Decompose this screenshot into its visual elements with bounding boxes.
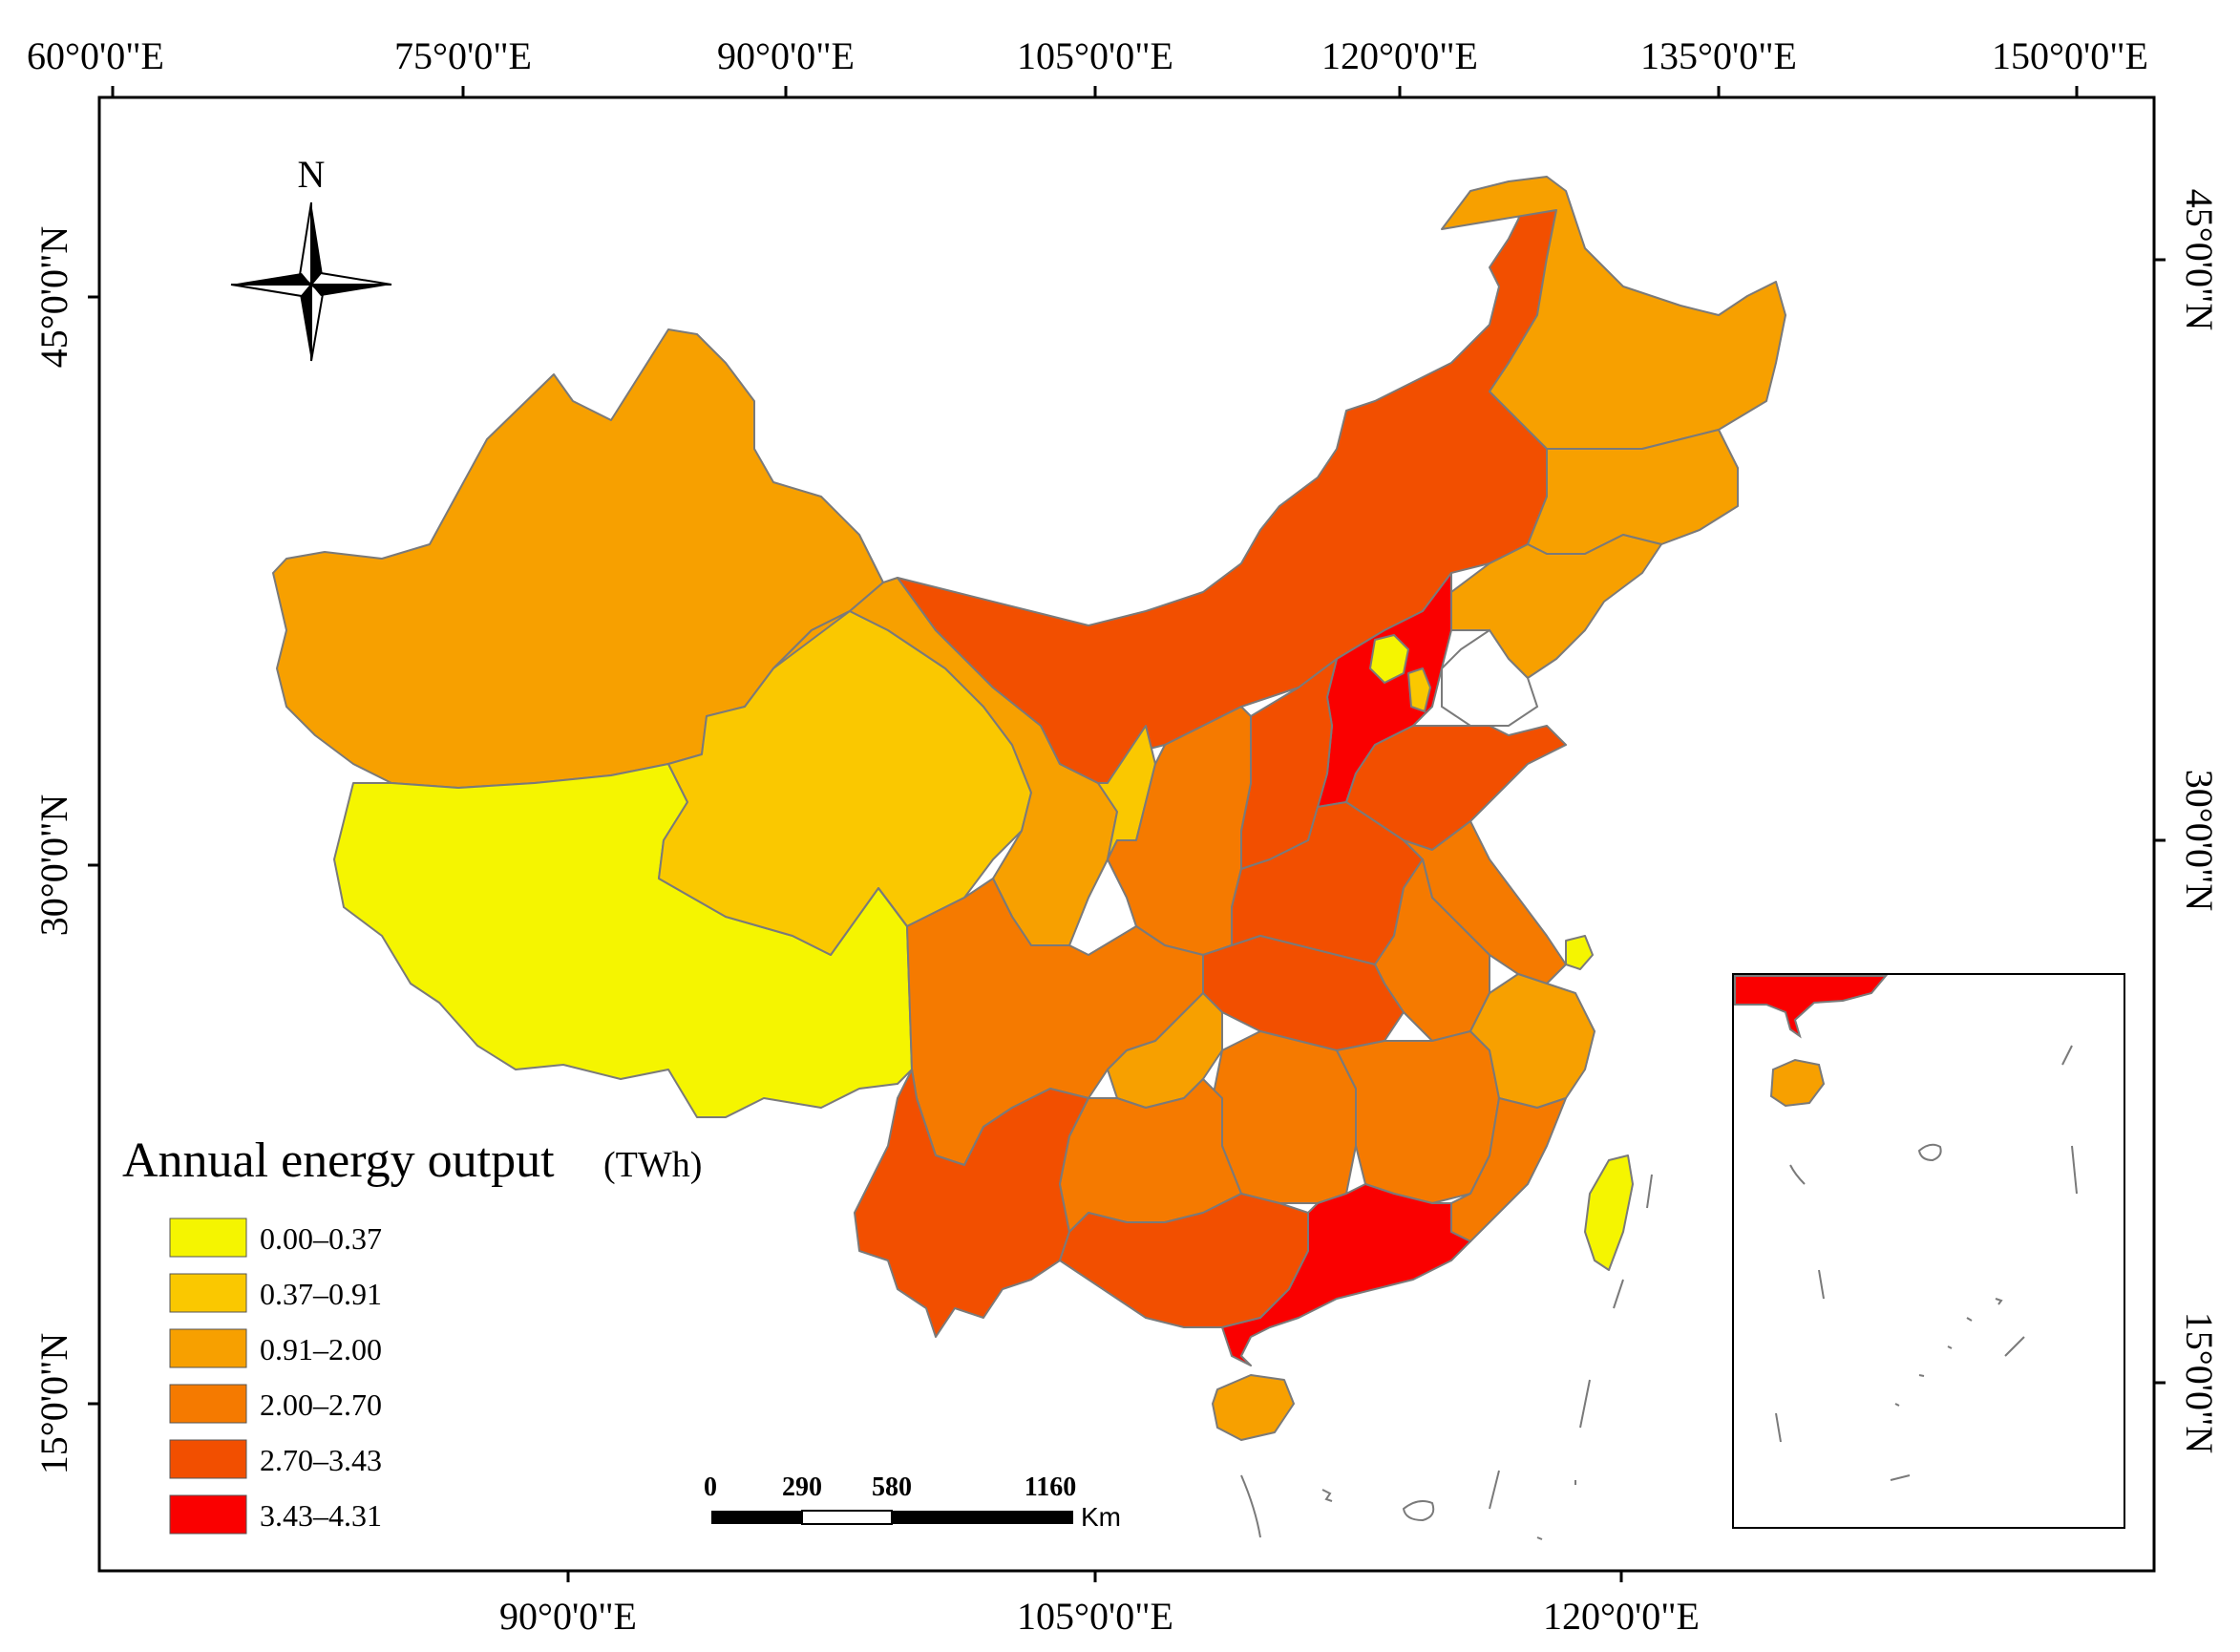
north-label: N (298, 153, 326, 196)
provinces (272, 176, 1786, 1441)
bohai-sea (1441, 628, 1539, 727)
top-tick-label: 135°0'0"E (1640, 34, 1797, 77)
legend-label: 0.00–0.37 (260, 1221, 382, 1256)
scale-label: 1160 (1025, 1472, 1076, 1502)
scale-label: 0 (704, 1472, 717, 1502)
left-tick-label: 30°0'0"N (32, 794, 75, 936)
legend-title: Annual energy output (122, 1133, 555, 1188)
legend-label: 0.37–0.91 (260, 1277, 382, 1311)
top-tick-label: 120°0'0"E (1321, 34, 1478, 77)
legend-swatch (169, 1384, 247, 1424)
bottom-tick-labels: 90°0'0"E 105°0'0"E 120°0'0"E (499, 1595, 1700, 1638)
legend-label: 2.70–3.43 (260, 1443, 382, 1477)
province-region (854, 1069, 1089, 1338)
scale-label: 580 (872, 1472, 912, 1502)
legend-unit: (TWh) (603, 1145, 702, 1185)
left-tick-label: 45°0'0"N (32, 226, 75, 368)
legend-swatch (169, 1328, 247, 1368)
top-tick-label: 75°0'0"E (394, 34, 532, 77)
province-region (1369, 634, 1409, 684)
bottom-tick-label: 120°0'0"E (1543, 1595, 1700, 1638)
top-tick-label: 60°0'0"E (27, 34, 164, 77)
top-tick-label: 150°0'0"E (1992, 34, 2148, 77)
province-region (1202, 935, 1405, 1051)
legend-label: 0.91–2.00 (260, 1332, 382, 1366)
right-tick-label: 30°0'0"N (2178, 770, 2221, 911)
right-tick-labels: 45°0'0"N 30°0'0"N 15°0'0"N (2178, 189, 2221, 1453)
scale-unit: Km (1081, 1502, 1121, 1532)
top-tick-label: 90°0'0"E (717, 34, 855, 77)
north-arrow-icon: N (230, 153, 392, 362)
bottom-tick-label: 105°0'0"E (1017, 1595, 1173, 1638)
province-region (1584, 1154, 1634, 1271)
province-region (1407, 667, 1431, 712)
legend-swatch (169, 1218, 247, 1258)
tick-marks (88, 86, 2166, 1582)
top-tick-labels: 60°0'0"E 75°0'0"E 90°0'0"E 105°0'0"E 120… (27, 34, 2148, 77)
scale-bar: 0 290 580 1160 Km (704, 1472, 1121, 1532)
province-region (1565, 935, 1594, 970)
province-region (1450, 1097, 1567, 1242)
south-china-sea-inset (1732, 973, 2125, 1529)
right-tick-label: 15°0'0"N (2178, 1312, 2221, 1453)
province-region (1441, 176, 1786, 450)
left-tick-labels: 45°0'0"N 30°0'0"N 15°0'0"N (32, 226, 75, 1474)
bottom-tick-label: 90°0'0"E (499, 1595, 637, 1638)
legend-label: 3.43–4.31 (260, 1498, 382, 1533)
right-tick-label: 45°0'0"N (2178, 189, 2221, 330)
province-region (1221, 1183, 1471, 1366)
legend-label: 2.00–2.70 (260, 1387, 382, 1422)
legend-swatch (169, 1494, 247, 1535)
legend-swatch (169, 1273, 247, 1313)
province-region (1469, 973, 1595, 1109)
province-region (1450, 534, 1662, 679)
legend-swatch (169, 1439, 247, 1479)
scale-label: 290 (782, 1472, 822, 1502)
left-tick-label: 15°0'0"N (32, 1333, 75, 1474)
top-tick-label: 105°0'0"E (1017, 34, 1173, 77)
province-region (1212, 1374, 1295, 1441)
legend: Annual energy output (TWh) 0.00–0.37 0.3… (122, 1133, 702, 1535)
south-china-sea-islands (1240, 1174, 1653, 1540)
